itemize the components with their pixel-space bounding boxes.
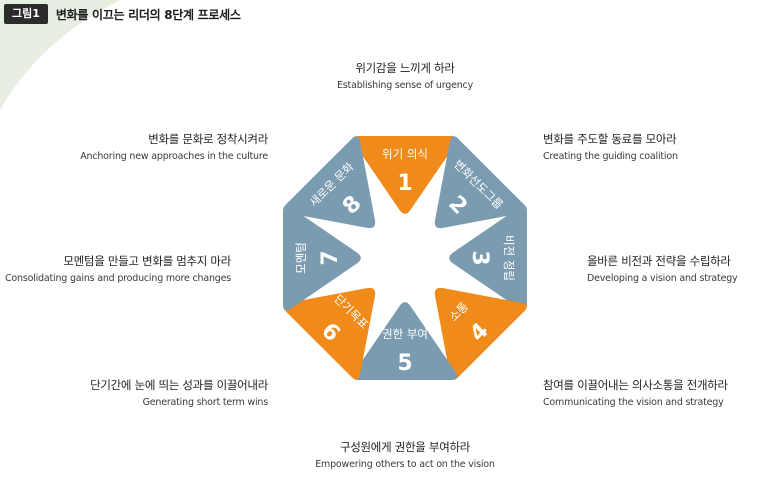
step-1: 위기 의식 1: [352, 136, 458, 214]
step-5-description-en: Empowering others to act on the vision: [315, 459, 495, 470]
step-4-triangle: [434, 287, 527, 380]
step-7-number: 7: [318, 250, 343, 265]
step-4: 소통 4: [434, 287, 527, 380]
decorative-arc: [0, 0, 120, 110]
step-4-description-ko: 참여를 이끌어내는 의사소통을 전개하라: [543, 378, 728, 392]
step-5-annotation: 구성원에게 권한을 부여하라 Empowering others to act …: [315, 440, 495, 472]
step-8-triangle: [283, 136, 376, 229]
step-7-triangle: [283, 205, 361, 311]
step-6-description-ko: 단기간에 눈에 띄는 성과를 이끌어내라: [90, 378, 268, 392]
step-2-triangle: [434, 136, 527, 229]
step-1-description-ko: 위기감을 느끼게 하라: [355, 61, 455, 75]
step-3-description-ko: 올바른 비전과 전략을 수립하라: [587, 254, 731, 268]
figure-header: 그림1 변화를 이끄는 리더의 8단계 프로세스: [4, 4, 241, 24]
step-1-description-en: Establishing sense of urgency: [337, 80, 473, 91]
figure-badge: 그림1: [4, 4, 48, 24]
step-7: 모멘텀 7: [283, 205, 361, 311]
step-2-description-ko: 변화를 주도할 동료를 모아라: [543, 132, 677, 146]
step-3-number: 3: [467, 250, 492, 265]
step-4-annotation: 참여를 이끌어내는 의사소통을 전개하라 Communicating the v…: [543, 378, 728, 410]
step-5-number: 5: [397, 351, 412, 376]
step-8-description-ko: 변화를 문화로 정착시켜라: [148, 132, 268, 146]
step-6-annotation: 단기간에 눈에 띄는 성과를 이끌어내라 Generating short te…: [90, 378, 268, 410]
step-8: 새로운 문화 8: [283, 136, 376, 229]
step-2-annotation: 변화를 주도할 동료를 모아라 Creating the guiding coa…: [543, 132, 678, 164]
step-5: 권한 부여 5: [352, 302, 458, 380]
step-4-description-en: Communicating the vision and strategy: [543, 397, 724, 408]
step-3-triangle: [449, 205, 527, 311]
step-3-annotation: 올바른 비전과 전략을 수립하라 Developing a vision and…: [587, 254, 738, 286]
step-5-description-ko: 구성원에게 권한을 부여하라: [339, 440, 471, 454]
step-1-annotation: 위기감을 느끼게 하라 Establishing sense of urgenc…: [337, 61, 473, 93]
step-8-description-en: Anchoring new approaches in the culture: [80, 151, 268, 162]
step-1-number: 1: [397, 171, 412, 196]
step-5-triangle: [352, 302, 458, 380]
step-7-annotation: 모멘텀을 만들고 변화를 멈추지 마라 Consolidating gains …: [5, 254, 231, 286]
step-7-description-ko: 모멘텀을 만들고 변화를 멈추지 마라: [63, 254, 231, 268]
step-3: 비전 정립 3: [449, 205, 527, 311]
step-3-label: 비전 정립: [502, 235, 516, 281]
step-3-description-en: Developing a vision and strategy: [587, 273, 738, 284]
step-6-description-en: Generating short term wins: [142, 397, 269, 408]
step-2-description-en: Creating the guiding coalition: [543, 151, 678, 162]
step-7-label: 모멘텀: [294, 242, 308, 274]
step-6: 단기목표 6: [283, 287, 376, 380]
figure-title: 변화를 이끄는 리더의 8단계 프로세스: [55, 7, 241, 22]
step-1-label: 위기 의식: [382, 147, 428, 161]
step-6-triangle: [283, 287, 376, 380]
step-1-triangle: [352, 136, 458, 214]
step-8-annotation: 변화를 문화로 정착시켜라 Anchoring new approaches i…: [80, 132, 268, 164]
step-5-label: 권한 부여: [382, 327, 428, 341]
step-7-description-en: Consolidating gains and producing more c…: [4, 273, 231, 284]
